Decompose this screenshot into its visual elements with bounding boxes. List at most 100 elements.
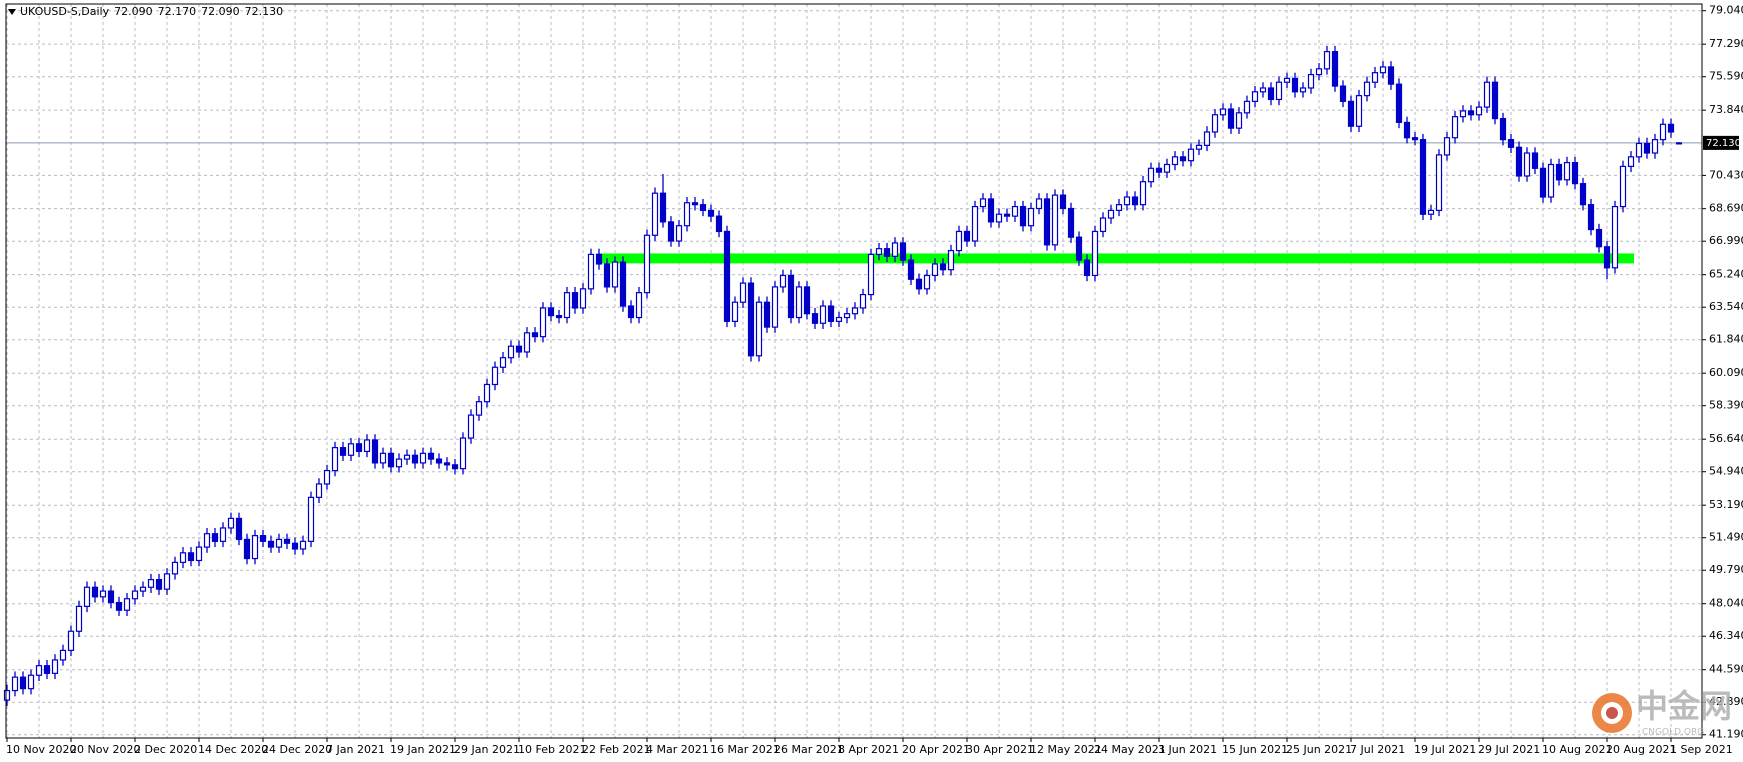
- candle-body: [1635, 142, 1643, 158]
- candle-body: [611, 261, 619, 288]
- candle-body: [1211, 114, 1219, 133]
- x-tick-label: 14 Dec 2020: [198, 743, 268, 756]
- y-tick-label: 44.590: [1709, 663, 1743, 676]
- chart-header: UKOUSD-S,Daily 72.090 72.170 72.090 72.130: [8, 5, 288, 18]
- candle-body: [459, 437, 467, 470]
- candle-body: [659, 192, 667, 223]
- menu-triangle: [8, 9, 16, 15]
- candle-body: [1547, 163, 1555, 198]
- x-tick-label: 7 Jul 2021: [1350, 743, 1405, 756]
- candle-body: [451, 464, 459, 470]
- candle-body: [1059, 194, 1067, 210]
- candle-body: [99, 590, 107, 598]
- candle-body: [635, 292, 643, 319]
- candle-body: [11, 676, 19, 692]
- candle-body: [579, 288, 587, 309]
- candle-body: [491, 366, 499, 386]
- candle-body: [1411, 137, 1419, 141]
- x-tick-label: 10 Nov 2020: [6, 743, 76, 756]
- y-tick-label: 65.240: [1709, 268, 1743, 281]
- candle-body: [1403, 121, 1411, 139]
- candle-body: [283, 538, 291, 544]
- y-tick-label: 68.690: [1709, 202, 1743, 215]
- candle-body: [1003, 213, 1011, 217]
- y-tick-label: 66.990: [1709, 234, 1743, 247]
- x-tick-label: 24 May 2021: [1094, 743, 1166, 756]
- candle-body: [1235, 112, 1243, 129]
- candle-body: [1475, 106, 1483, 116]
- candle-body: [795, 286, 803, 319]
- candle-body: [1155, 167, 1163, 173]
- candle-body: [347, 443, 355, 456]
- candle-body: [1147, 167, 1155, 183]
- candle-body: [1667, 123, 1675, 133]
- candle-body: [331, 447, 339, 472]
- candle-body: [931, 263, 939, 277]
- ohlc-value: 72.090: [201, 5, 240, 18]
- x-tick-label: 3 Jun 2021: [1158, 743, 1217, 756]
- candle-body: [323, 469, 331, 485]
- y-tick-label: 56.640: [1709, 432, 1743, 445]
- candle-body: [1355, 95, 1363, 127]
- candle-body: [275, 538, 283, 548]
- candle-body: [1371, 72, 1379, 83]
- y-tick-label: 79.040: [1709, 4, 1743, 17]
- candle-body: [683, 202, 691, 227]
- candle-body: [1123, 196, 1131, 206]
- candle-body: [1139, 181, 1147, 206]
- x-tick-label: 30 Apr 2021: [966, 743, 1034, 756]
- candle-body: [563, 292, 571, 319]
- plot-frame: [5, 3, 1703, 739]
- candle-body: [1275, 81, 1283, 101]
- candle-body: [547, 307, 555, 317]
- candle-body: [411, 454, 419, 464]
- candle-body: [1203, 131, 1211, 146]
- candle-body: [203, 533, 211, 548]
- candle-body: [1443, 137, 1451, 156]
- candle-body: [475, 401, 483, 416]
- candle-body: [859, 293, 867, 309]
- candle-body: [1387, 66, 1395, 85]
- y-tick-label: 53.190: [1709, 498, 1743, 511]
- candle-body: [867, 253, 875, 296]
- candle-body: [603, 263, 611, 288]
- candle-body: [123, 598, 131, 611]
- x-tick-label: 1 Sep 2021: [1670, 743, 1733, 756]
- candle-body: [259, 535, 267, 542]
- x-tick-label: 10 Aug 2021: [1542, 743, 1612, 756]
- candle-body: [619, 261, 627, 307]
- candle-body: [747, 282, 755, 357]
- candle-body: [211, 533, 219, 542]
- candle-body: [131, 590, 139, 600]
- candle-body: [1171, 156, 1179, 166]
- candle-body: [379, 452, 387, 464]
- watermark: 中金网 CNGOLD.ORG: [1592, 687, 1732, 738]
- candle-body: [1347, 100, 1355, 127]
- candle-body: [1043, 198, 1051, 246]
- candle-body: [883, 248, 891, 257]
- x-tick-label: 2 Dec 2020: [134, 743, 197, 756]
- y-tick-label: 51.490: [1709, 531, 1743, 544]
- candle-body: [979, 198, 987, 208]
- candle-body: [435, 458, 443, 464]
- candle-body: [1483, 81, 1491, 108]
- candle-body: [723, 230, 731, 322]
- candle-body: [1395, 83, 1403, 124]
- candle-body: [1459, 110, 1467, 118]
- candle-body: [1251, 91, 1259, 102]
- candle-body: [675, 225, 683, 242]
- candle-body: [899, 242, 907, 261]
- x-tick-label: 16 Mar 2021: [710, 743, 780, 756]
- ohlc-value: 72.130: [244, 5, 284, 18]
- x-tick-label: 20 Aug 2021: [1606, 743, 1676, 756]
- candle-body: [1555, 163, 1563, 181]
- candle-body: [115, 601, 123, 611]
- candle-body: [595, 253, 603, 265]
- candle-body: [107, 590, 115, 604]
- candle-body: [267, 540, 275, 548]
- candle-body: [771, 286, 779, 328]
- candle-body: [995, 213, 1003, 223]
- candle-body: [1099, 217, 1107, 233]
- candle-body: [1659, 123, 1667, 141]
- candle-body: [1019, 205, 1027, 227]
